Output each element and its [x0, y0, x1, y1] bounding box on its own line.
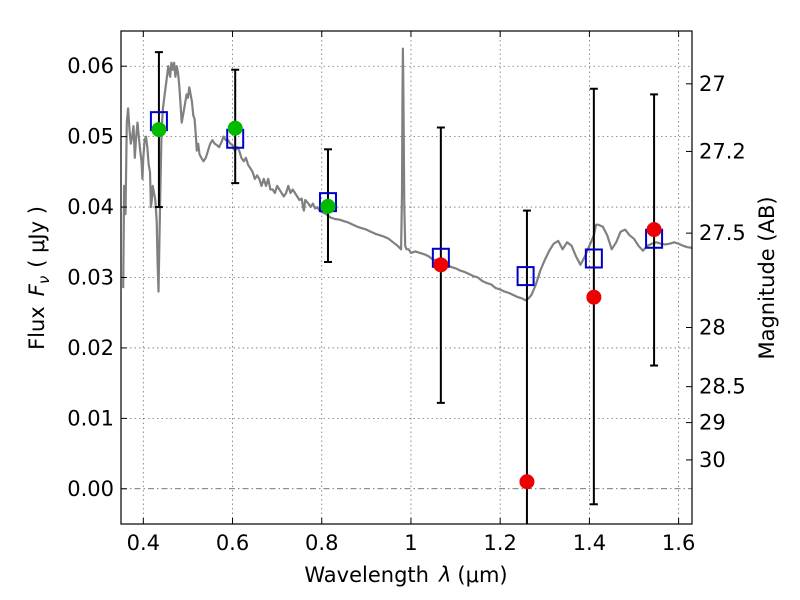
model-photometry-square — [584, 248, 603, 269]
detection-point — [320, 198, 336, 214]
y-tick-label: 0.00 — [67, 477, 114, 501]
y-axis-label: FluxFν( μJy ) — [25, 206, 53, 350]
non-detection-point — [519, 474, 535, 490]
x-tick-label: 1.4 — [573, 531, 606, 555]
x-tick-label: 1 — [404, 531, 417, 555]
non-detection-point — [433, 257, 449, 273]
x-tick-label: 1.6 — [662, 531, 695, 555]
x-tick-labels: 0.4 0.6 0.8 1 1.2 1.4 1.6 — [127, 531, 696, 555]
y2-tick-label: 28 — [699, 316, 726, 340]
y2-tick-label: 27.5 — [699, 221, 746, 245]
y2-tick-labels: 27 27.2 27.5 28 28.5 29 30 — [699, 72, 746, 472]
x-axis-label: Wavelength λ (μm) — [304, 563, 507, 587]
axis-ticks — [121, 31, 692, 524]
y-tick-label: 0.06 — [67, 54, 114, 78]
y-tick-label: 0.01 — [67, 406, 114, 430]
y-tick-label: 0.03 — [67, 266, 114, 290]
model-sed-line — [122, 47, 692, 302]
y2-tick-label: 27 — [699, 72, 726, 96]
y-tick-labels: 0.00 0.01 0.02 0.03 0.04 0.05 0.06 — [67, 54, 114, 501]
model-photometry-points — [149, 111, 664, 287]
grid-lines — [121, 31, 692, 524]
y2-tick-label: 30 — [699, 448, 726, 472]
x-tick-label: 1.2 — [483, 531, 516, 555]
x-tick-label: 0.8 — [305, 531, 338, 555]
detection-point — [151, 122, 167, 138]
y2-tick-label: 29 — [699, 411, 726, 435]
y-tick-label: 0.04 — [67, 195, 114, 219]
x-tick-label: 0.4 — [127, 531, 160, 555]
y-tick-label: 0.02 — [67, 336, 114, 360]
x-tick-label: 0.6 — [216, 531, 249, 555]
model-photometry-square — [516, 266, 535, 287]
non-detection-point — [646, 222, 662, 238]
observed-points — [151, 120, 662, 490]
detection-point — [227, 120, 243, 136]
y-tick-label: 0.05 — [67, 125, 114, 149]
non-detection-point — [586, 289, 602, 305]
y2-axis-label: Magnitude (AB) — [755, 196, 779, 359]
y2-tick-label: 28.5 — [699, 375, 746, 399]
y2-tick-label: 27.2 — [699, 139, 746, 163]
